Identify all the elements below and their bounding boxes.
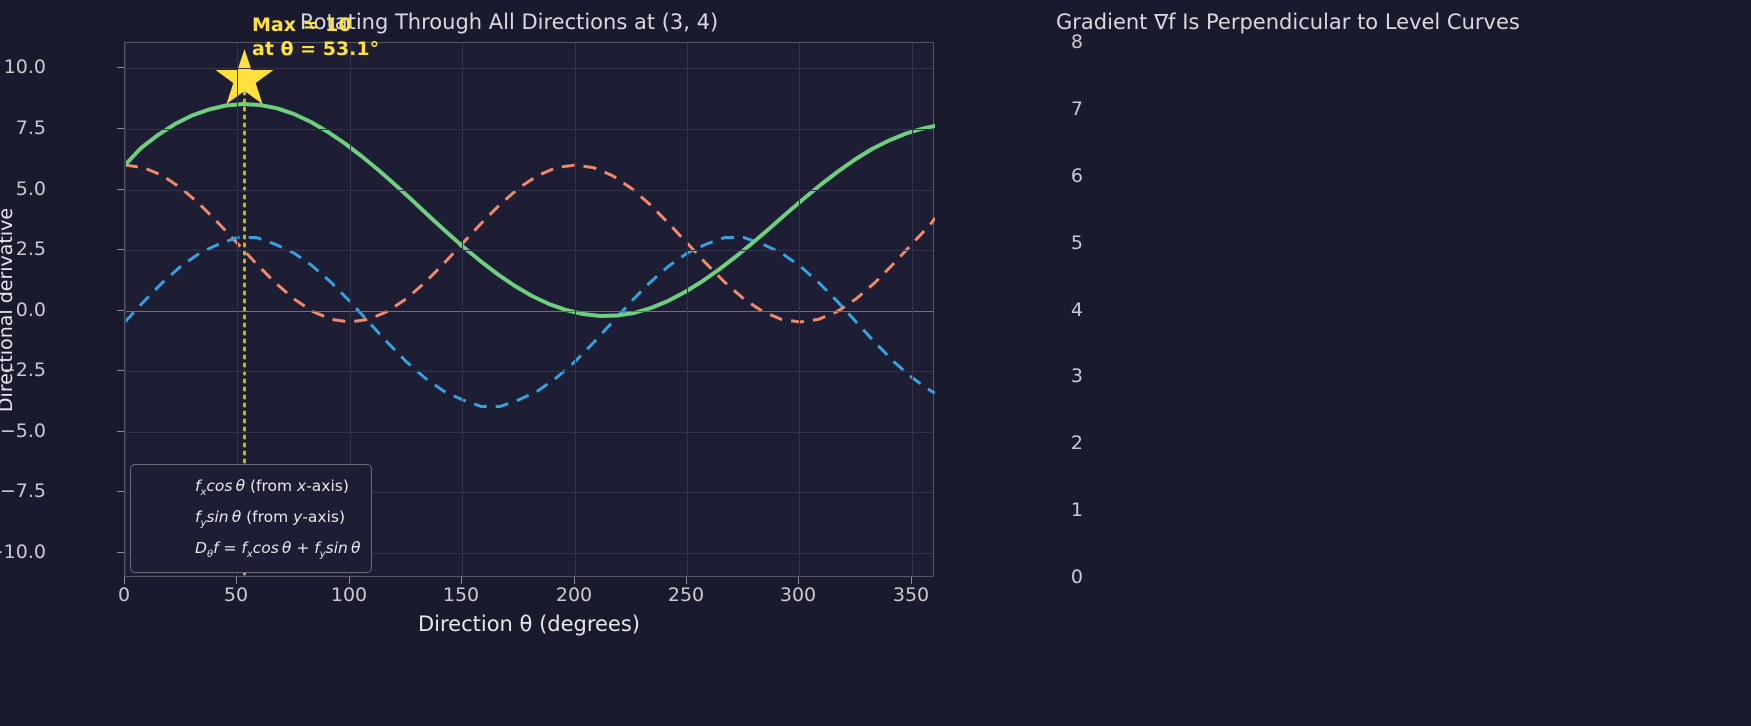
left-ytick: 5.0: [15, 178, 46, 200]
left-xtick: 250: [667, 584, 705, 606]
max-annotation-line2: at θ = 53.1°: [252, 37, 380, 60]
left-ytick: 7.5: [15, 117, 46, 139]
left-x-axis-label: Direction θ (degrees): [418, 612, 640, 636]
right-ytick: 3: [1070, 365, 1083, 387]
left-ytick: 0.0: [15, 299, 46, 321]
right-chart-panel: Gradient ∇f Is Perpendicular to Level Cu…: [990, 0, 1751, 726]
left-xtick: 0: [117, 584, 131, 606]
legend-label-fy-sin: fysin θ (from y-axis): [195, 507, 346, 530]
legend-item[interactable]: Dθf = fxcos θ + fysin θ: [140, 534, 362, 565]
series-directional-derivative: [123, 102, 937, 318]
left-xtick: 350: [892, 584, 930, 606]
left-ytick: 10.0: [3, 56, 46, 78]
right-chart-title: Gradient ∇f Is Perpendicular to Level Cu…: [1056, 10, 1520, 34]
left-ytick: −2.5: [0, 359, 46, 381]
right-ytick: 8: [1070, 31, 1083, 53]
left-xtick: 150: [442, 584, 480, 606]
max-annotation: Max = 10 at θ = 53.1°: [252, 14, 379, 62]
legend-item[interactable]: fysin θ (from y-axis): [140, 503, 362, 534]
right-ytick: 2: [1070, 432, 1083, 454]
left-xtick: 50: [223, 584, 249, 606]
left-ytick: 2.5: [15, 238, 46, 260]
series-fy-sin: [123, 236, 936, 408]
left-xtick: 100: [330, 584, 368, 606]
left-xtick: 300: [779, 584, 817, 606]
left-chart-panel: Rotating Through All Directions at (3, 4…: [0, 10, 937, 636]
left-ytick: −7.5: [0, 480, 46, 502]
legend-item[interactable]: fxcos θ (from x-axis): [140, 472, 362, 503]
right-ytick: 7: [1070, 98, 1083, 120]
legend-label-directional-derivative: Dθf = fxcos θ + fysin θ: [195, 538, 361, 561]
left-xtick: 200: [555, 584, 593, 606]
left-legend: fxcos θ (from x-axis) fysin θ (from y-ax…: [130, 464, 372, 573]
left-ytick: −10.0: [0, 541, 46, 563]
right-ytick: 1: [1070, 499, 1083, 521]
max-annotation-line1: Max = 10: [252, 14, 352, 36]
right-ytick: 6: [1070, 165, 1083, 187]
right-ytick: 5: [1070, 232, 1083, 254]
right-ytick: 0: [1070, 566, 1083, 588]
series-fx-cos: [124, 163, 937, 324]
right-ytick: 4: [1070, 299, 1083, 321]
max-star-marker: [215, 49, 274, 104]
legend-label-fx-cos: fxcos θ (from x-axis): [195, 476, 349, 499]
left-ytick: −5.0: [0, 420, 46, 442]
left-chart-title: Rotating Through All Directions at (3, 4…: [300, 10, 719, 34]
